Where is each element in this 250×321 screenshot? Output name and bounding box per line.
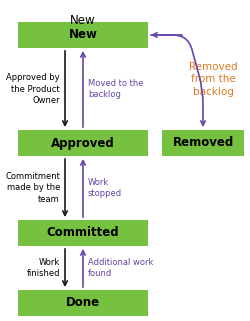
Text: Approved: Approved [51,136,115,150]
FancyBboxPatch shape [162,130,244,156]
Text: Removed
from the
backlog: Removed from the backlog [189,62,237,97]
FancyBboxPatch shape [18,290,148,316]
Text: Approved by
the Product
Owner: Approved by the Product Owner [6,74,60,105]
Text: New: New [68,29,98,41]
FancyBboxPatch shape [18,220,148,246]
Text: Moved to the
backlog: Moved to the backlog [88,79,144,99]
FancyBboxPatch shape [18,22,148,48]
Text: Removed: Removed [172,136,234,150]
Text: Work
stopped: Work stopped [88,178,122,198]
Text: New: New [70,14,96,27]
Text: Additional work
found: Additional work found [88,258,154,278]
Text: Done: Done [66,297,100,309]
Text: Committed: Committed [47,227,119,239]
FancyBboxPatch shape [18,130,148,156]
Text: Work
finished: Work finished [26,258,60,278]
Text: Commitment
made by the
team: Commitment made by the team [5,172,60,204]
